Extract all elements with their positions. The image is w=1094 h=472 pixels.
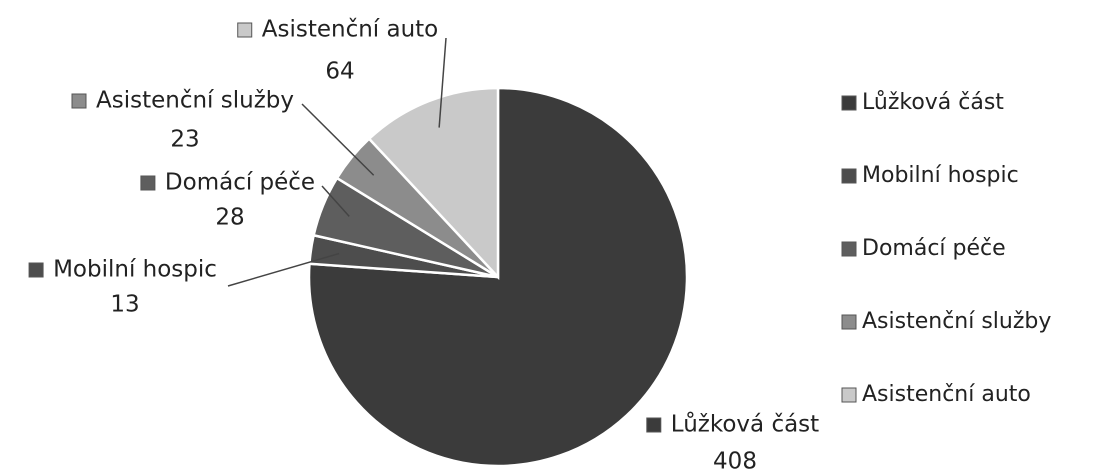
leader-line — [321, 185, 350, 217]
legend-label: Lůžková část — [862, 90, 1004, 115]
legend-marker — [841, 95, 857, 111]
data-label-marker — [646, 417, 662, 433]
data-label-value: 13 — [110, 292, 139, 318]
leader-line — [438, 37, 447, 128]
legend-marker — [841, 314, 857, 330]
data-label-value: 28 — [215, 205, 244, 231]
data-label-value: 408 — [713, 449, 757, 472]
data-label-marker — [71, 93, 87, 109]
legend-marker — [841, 241, 857, 257]
leader-line — [227, 252, 340, 287]
legend-label: Domácí péče — [862, 236, 1006, 261]
data-label-value: 64 — [325, 59, 354, 85]
legend-marker — [841, 387, 857, 403]
data-label-name: Domácí péče — [165, 170, 315, 196]
legend-label: Asistenční služby — [862, 309, 1051, 334]
data-label-marker — [28, 262, 44, 278]
data-label-name: Asistenční služby — [96, 88, 294, 114]
legend-label: Asistenční auto — [862, 382, 1031, 407]
data-label-marker — [237, 22, 253, 38]
legend-marker — [841, 168, 857, 184]
data-label-marker — [140, 175, 156, 191]
data-label-name: Mobilní hospic — [53, 257, 217, 283]
data-label-name: Asistenční auto — [262, 17, 439, 43]
pie-slice — [367, 86, 500, 281]
data-label-value: 23 — [170, 127, 199, 153]
legend-label: Mobilní hospic — [862, 163, 1019, 188]
data-label-name: Lůžková část — [671, 411, 819, 438]
leader-line — [301, 103, 375, 176]
